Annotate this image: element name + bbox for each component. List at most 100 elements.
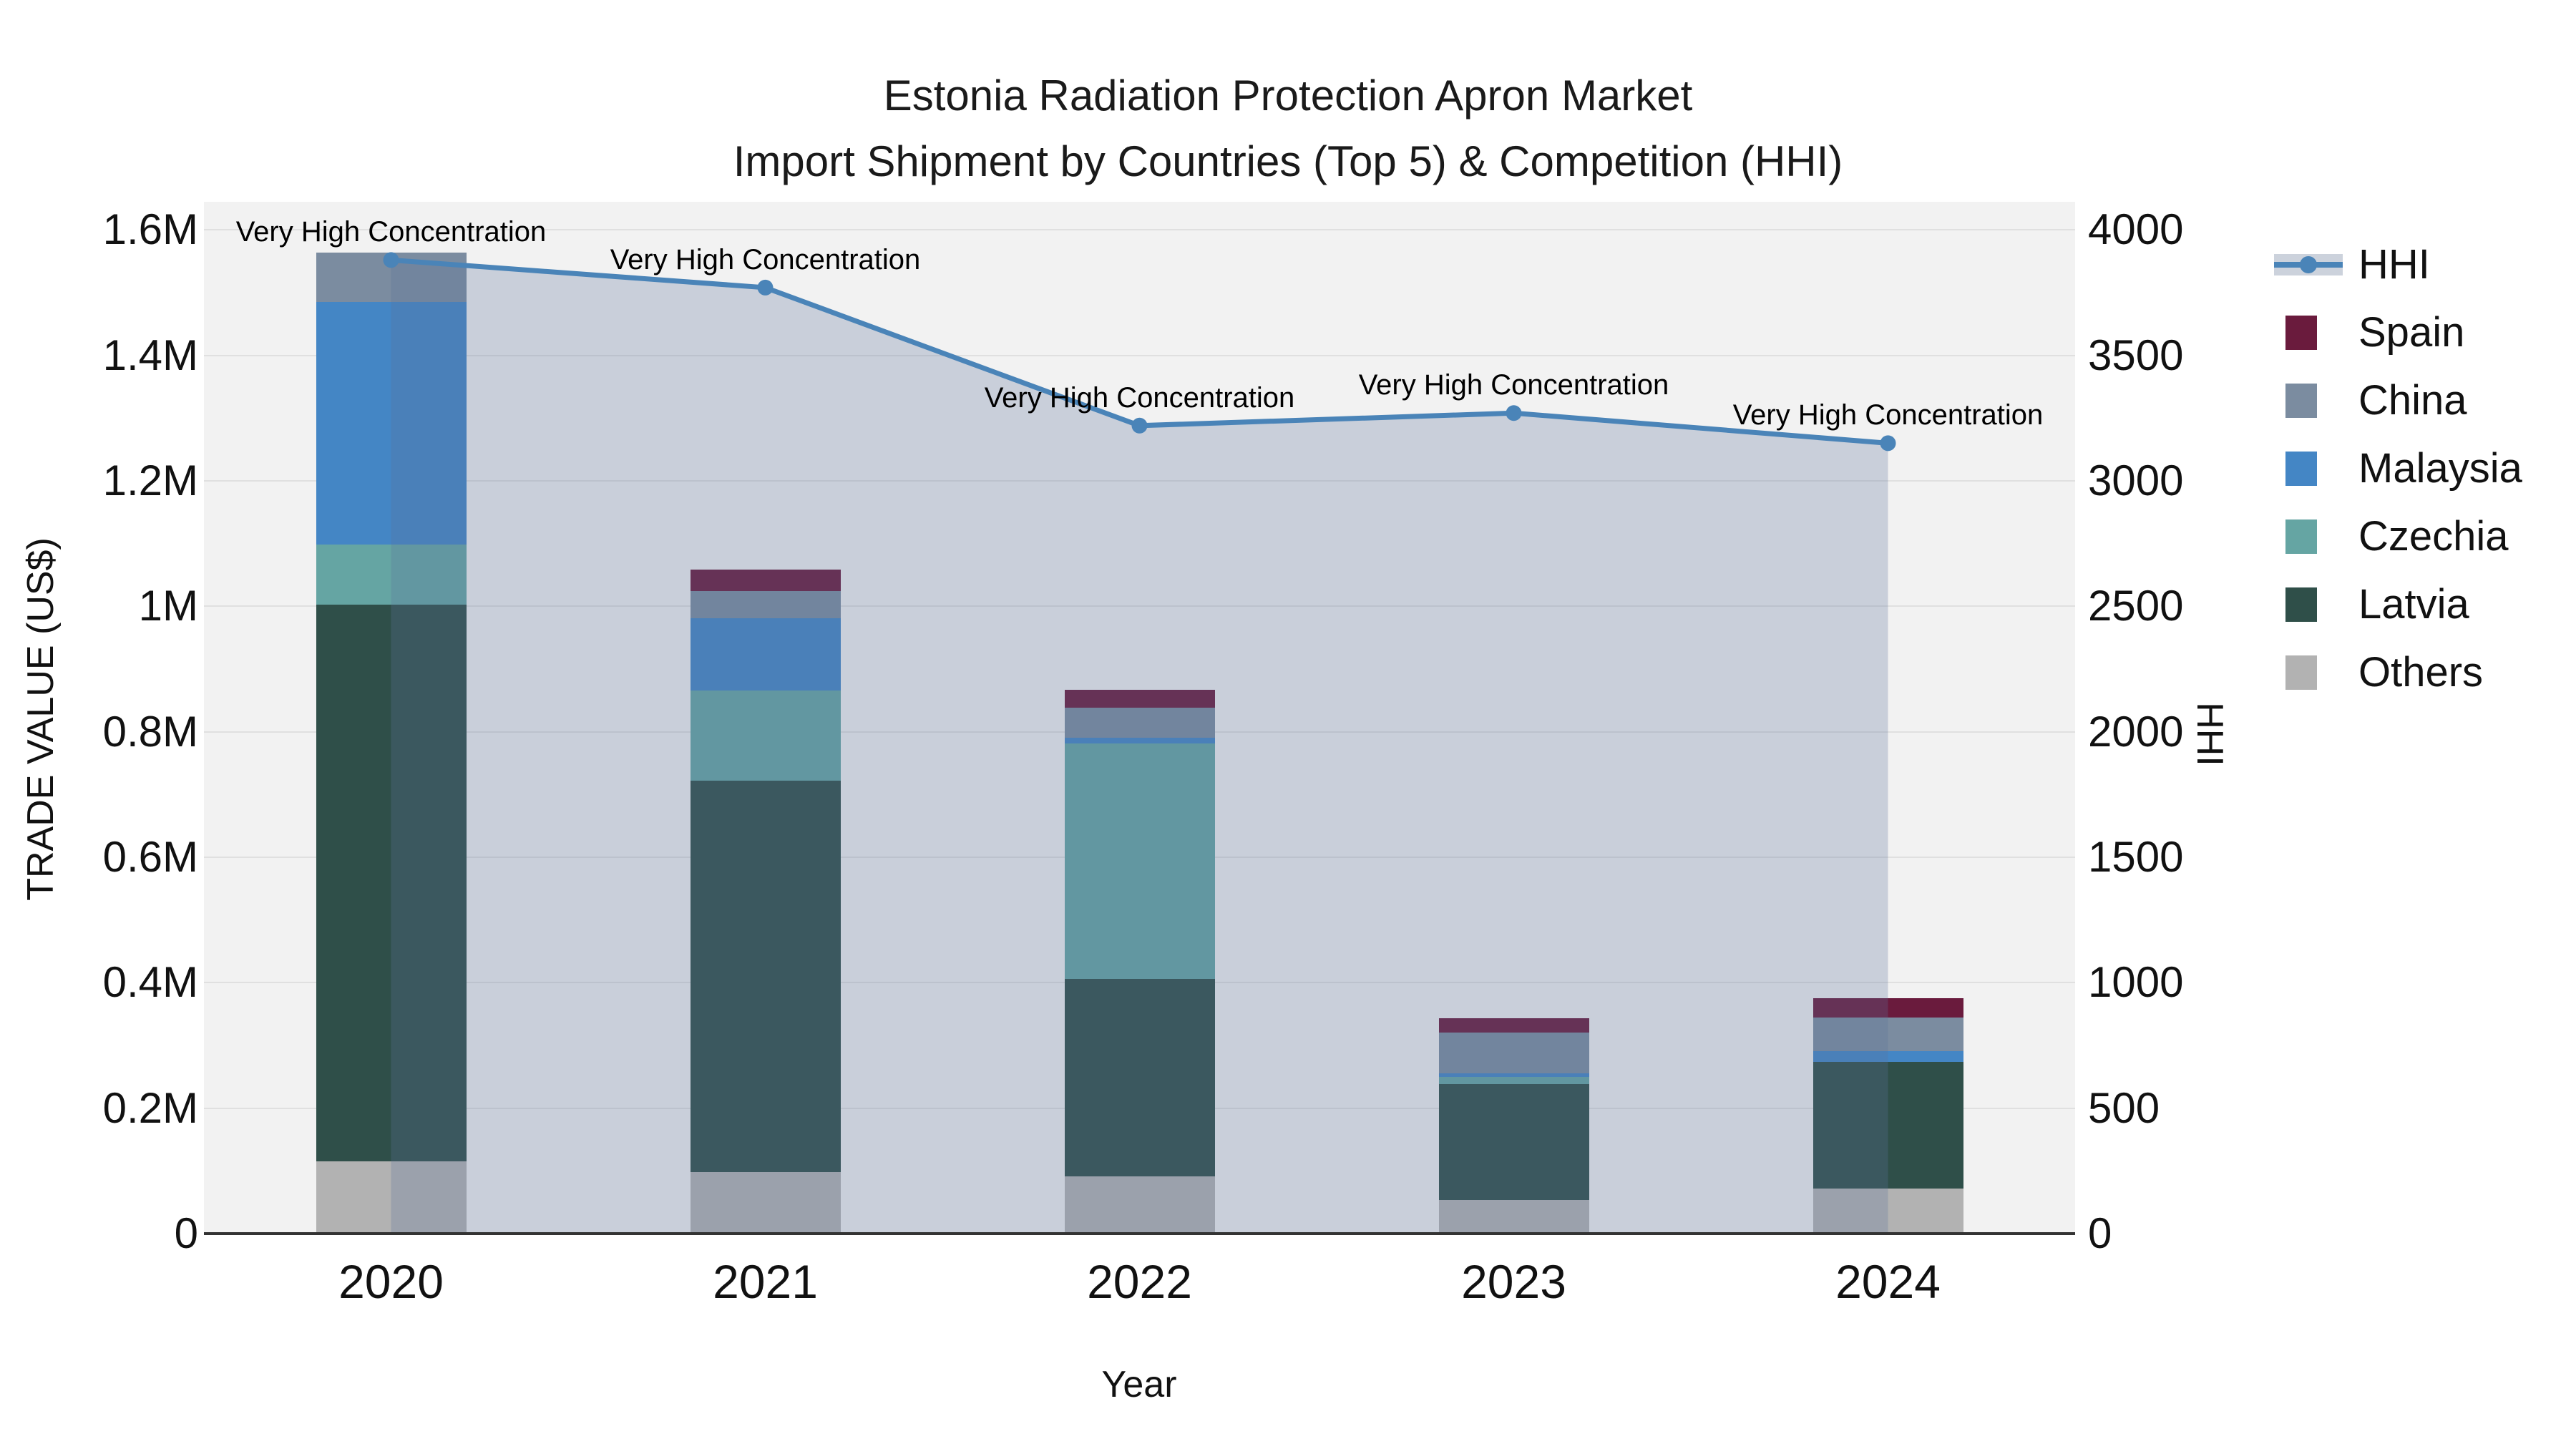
chart-title: Estonia Radiation Protection Apron Marke… xyxy=(0,63,2576,195)
y-left-tick-label: 1.4M xyxy=(102,331,198,379)
legend-swatch-czechia xyxy=(2285,519,2317,554)
bar-segment-czechia-2020 xyxy=(316,544,467,605)
hhi-marker-sample xyxy=(2300,255,2317,273)
bar-segment-china-2024 xyxy=(1813,1018,1963,1051)
legend-label-latvia: Latvia xyxy=(2358,580,2469,628)
bar-segment-china-2021 xyxy=(690,591,841,619)
bar-segment-spain-2023 xyxy=(1438,1018,1589,1033)
y-right-tick-label: 500 xyxy=(2088,1083,2160,1132)
x-tick-label-2024: 2024 xyxy=(1835,1255,1941,1308)
legend-item-malaysia[interactable]: Malaysia xyxy=(2274,434,2522,502)
y-right-tick-label: 1000 xyxy=(2088,958,2184,1007)
bar-segment-malaysia-2022 xyxy=(1064,738,1215,744)
bar-segment-china-2022 xyxy=(1064,708,1215,738)
bar-segment-latvia-2024 xyxy=(1813,1061,1963,1189)
legend: HHI Spain China Malaysia Czechia Latvia Others xyxy=(2274,230,2522,706)
bar-segment-others-2021 xyxy=(690,1172,841,1234)
y-right-tick-label: 2500 xyxy=(2088,582,2184,630)
legend-swatch-china xyxy=(2285,383,2317,418)
bar-segment-others-2023 xyxy=(1438,1199,1589,1234)
bar-segment-others-2020 xyxy=(316,1161,467,1234)
annotation-2021: Very High Concentration xyxy=(610,243,921,275)
bar-segment-spain-2024 xyxy=(1813,998,1963,1018)
legend-swatch-malaysia xyxy=(2285,451,2317,486)
y-axis-title-right: HHI xyxy=(2189,702,2230,766)
legend-label-spain: Spain xyxy=(2358,308,2465,356)
y-left-tick-label: 0.8M xyxy=(102,707,198,756)
bar-segment-malaysia-2023 xyxy=(1438,1073,1589,1077)
y-left-tick-label: 0 xyxy=(174,1209,198,1257)
bar-segment-latvia-2021 xyxy=(690,781,841,1173)
bar-segment-czechia-2022 xyxy=(1064,743,1215,980)
legend-swatch-sample xyxy=(2274,515,2346,558)
annotation-2022: Very High Concentration xyxy=(984,381,1295,414)
y-left-tick-label: 1.2M xyxy=(102,457,198,505)
legend-label-hhi: HHI xyxy=(2358,240,2430,288)
annotation-2020: Very High Concentration xyxy=(235,216,547,248)
legend-swatch-sample xyxy=(2274,583,2346,626)
legend-swatch-spain xyxy=(2285,315,2317,350)
bar-segment-others-2024 xyxy=(1813,1188,1963,1234)
chart-title-line2: Import Shipment by Countries (Top 5) & C… xyxy=(733,137,1843,185)
x-tick-label-2022: 2022 xyxy=(1087,1255,1192,1308)
x-tick-label-2023: 2023 xyxy=(1461,1255,1566,1308)
bar-segment-malaysia-2021 xyxy=(690,618,841,691)
legend-item-latvia[interactable]: Latvia xyxy=(2274,570,2522,638)
bar-segment-malaysia-2020 xyxy=(316,302,467,545)
hhi-marker-2021 xyxy=(757,279,774,296)
gridline xyxy=(204,605,2075,608)
hhi-fill-sample xyxy=(2274,253,2343,275)
bar-segment-china-2023 xyxy=(1438,1033,1589,1073)
bar-segment-others-2022 xyxy=(1064,1176,1215,1234)
y-left-tick-label: 1M xyxy=(138,582,198,630)
legend-item-czechia[interactable]: Czechia xyxy=(2274,502,2522,570)
legend-item-spain[interactable]: Spain xyxy=(2274,298,2522,366)
hhi-marker-2023 xyxy=(1506,405,1522,421)
legend-swatch-sample xyxy=(2274,447,2346,490)
y-right-tick-label: 0 xyxy=(2088,1209,2112,1257)
legend-item-hhi[interactable]: HHI xyxy=(2274,230,2522,298)
bar-segment-latvia-2023 xyxy=(1438,1084,1589,1200)
annotation-2024: Very High Concentration xyxy=(1732,399,2044,431)
x-axis-line xyxy=(204,1232,2075,1235)
bar-segment-latvia-2020 xyxy=(316,604,467,1162)
bar-segment-czechia-2023 xyxy=(1438,1076,1589,1085)
gridline xyxy=(204,229,2075,231)
y-right-tick-label: 1500 xyxy=(2088,832,2184,881)
hhi-marker-2022 xyxy=(1131,417,1148,434)
y-left-tick-label: 1.6M xyxy=(102,205,198,254)
legend-label-china: China xyxy=(2358,376,2467,424)
y-left-tick-label: 0.6M xyxy=(102,833,198,882)
y-left-tick-label: 0.4M xyxy=(102,958,198,1007)
legend-swatch-others xyxy=(2285,655,2317,690)
y-right-tick-label: 4000 xyxy=(2088,205,2184,254)
x-tick-label-2021: 2021 xyxy=(713,1255,818,1308)
bar-segment-czechia-2021 xyxy=(690,690,841,781)
gridline xyxy=(204,480,2075,482)
x-axis-title: Year xyxy=(1101,1364,1177,1405)
bar-segment-spain-2022 xyxy=(1064,689,1215,708)
bar-segment-spain-2021 xyxy=(690,569,841,592)
y-left-tick-label: 0.2M xyxy=(102,1083,198,1132)
y-right-tick-label: 2000 xyxy=(2088,707,2184,756)
hhi-marker-2024 xyxy=(1880,435,1896,452)
legend-item-china[interactable]: China xyxy=(2274,366,2522,434)
plot-area xyxy=(204,202,2075,1234)
legend-swatch-sample xyxy=(2274,651,2346,694)
legend-label-czechia: Czechia xyxy=(2358,512,2509,560)
gridline xyxy=(204,354,2075,356)
legend-line-sample xyxy=(2274,243,2346,286)
legend-swatch-latvia xyxy=(2285,587,2317,622)
bar-segment-malaysia-2024 xyxy=(1813,1050,1963,1062)
legend-swatch-sample xyxy=(2274,379,2346,422)
legend-swatch-sample xyxy=(2274,311,2346,354)
chart-title-line1: Estonia Radiation Protection Apron Marke… xyxy=(883,72,1693,119)
annotation-2023: Very High Concentration xyxy=(1358,369,1669,401)
y-right-tick-label: 3500 xyxy=(2088,331,2184,379)
bar-segment-latvia-2022 xyxy=(1064,979,1215,1177)
hhi-overlay xyxy=(383,252,1896,1234)
legend-label-malaysia: Malaysia xyxy=(2358,444,2522,492)
legend-item-others[interactable]: Others xyxy=(2274,638,2522,706)
legend-label-others: Others xyxy=(2358,648,2484,696)
